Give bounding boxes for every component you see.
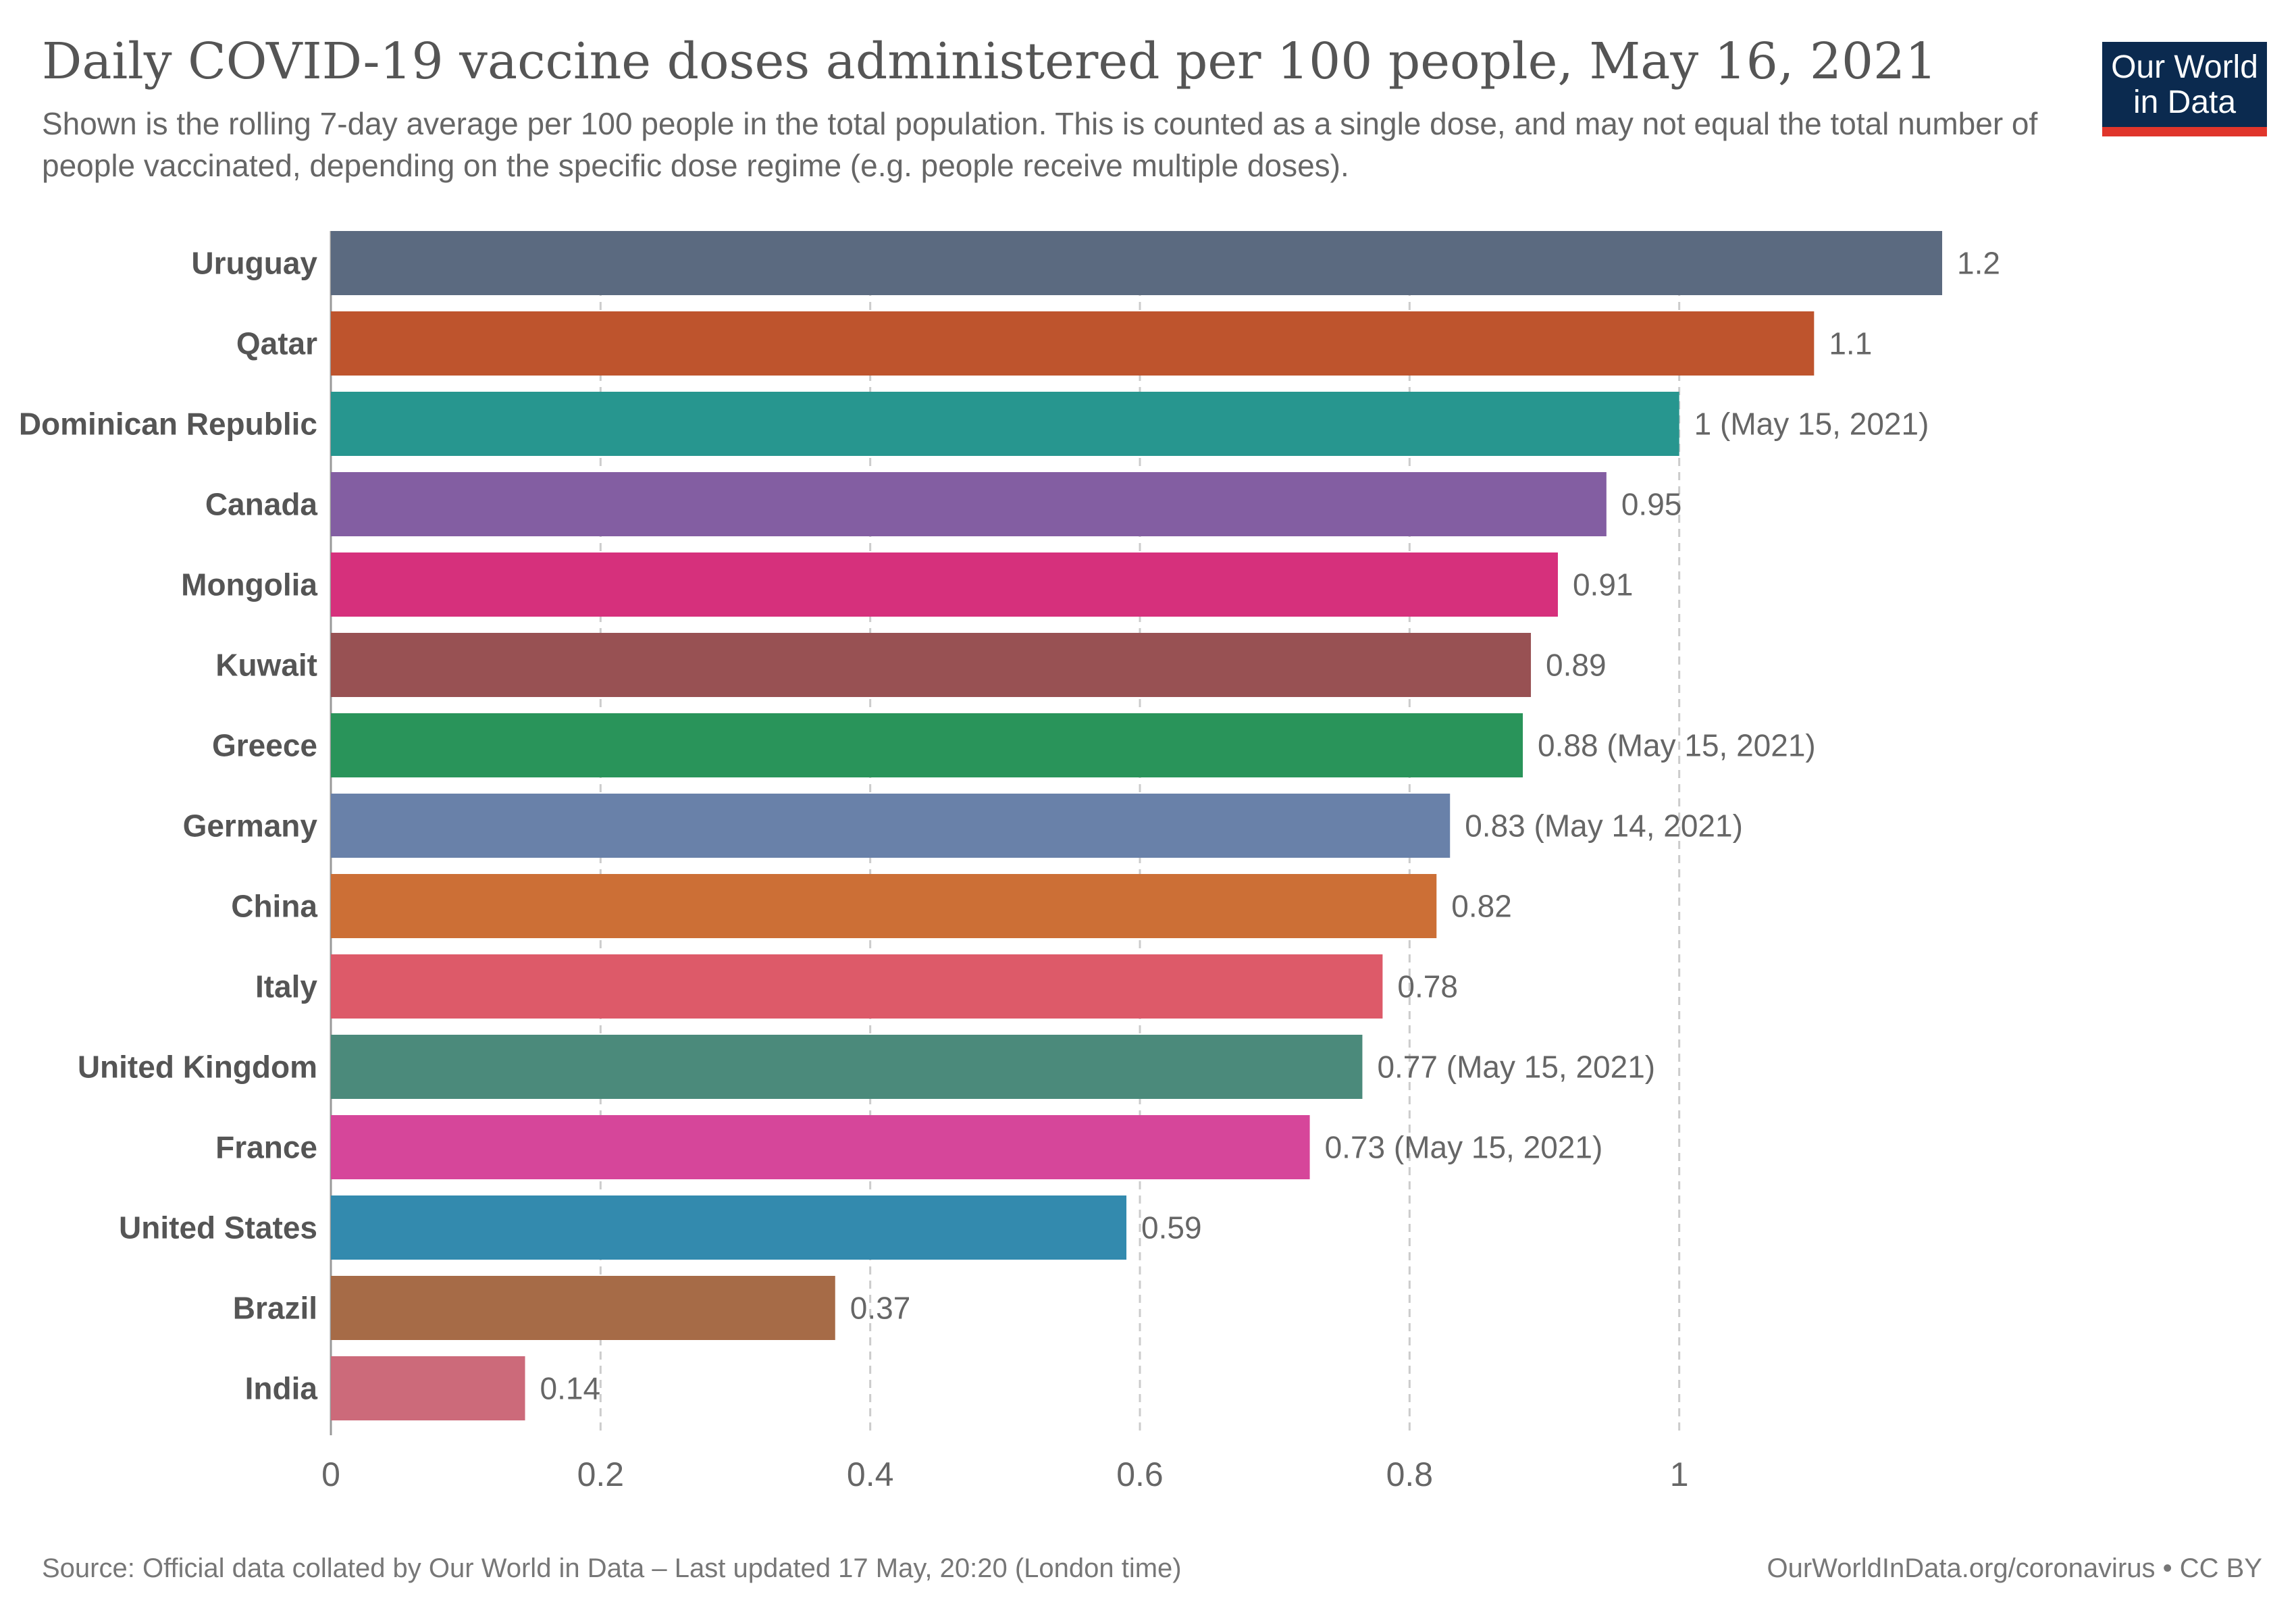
bar[interactable] [331,713,1523,777]
value-label: 0.14 [540,1371,601,1406]
labels: 0 0.2 0.4 0.6 0.8 1 Uruguay 1.2 Qatar 1.1 Dominica… [19,246,2000,1494]
chart-title: Daily COVID-19 vaccine doses administere… [42,32,1937,91]
bar[interactable] [331,552,1558,617]
category-label: Brazil [233,1291,317,1326]
x-tick-label: 0.4 [847,1456,894,1493]
bar[interactable] [331,954,1383,1019]
logo-line-2: in Data [2133,84,2237,120]
category-label: Greece [212,728,317,763]
bar[interactable] [331,1356,525,1420]
category-label: India [245,1371,318,1406]
category-label: United States [119,1210,317,1245]
value-label: 0.59 [1141,1210,1202,1245]
bar[interactable] [331,874,1437,938]
x-tick-label: 0.2 [577,1456,625,1493]
category-label: Dominican Republic [19,407,317,442]
category-label: United Kingdom [78,1050,317,1085]
category-label: Canada [205,487,318,522]
bar[interactable] [331,311,1815,376]
x-tick-label: 0 [321,1456,340,1493]
value-label: 0.82 [1451,889,1512,924]
value-label: 0.91 [1573,567,1634,602]
x-tick-label: 0.8 [1386,1456,1434,1493]
value-label: 0.89 [1546,648,1607,683]
credit-link[interactable]: OurWorldInData.org/coronavirus • CC BY [1767,1553,2262,1583]
value-label: 0.77 (May 15, 2021) [1377,1050,1655,1085]
bar[interactable] [331,794,1451,858]
value-label: 0.88 (May 15, 2021) [1538,728,1816,763]
bar[interactable] [331,633,1532,697]
value-label: 0.78 [1397,969,1458,1004]
x-tick-label: 1 [1670,1456,1689,1493]
category-label: Italy [255,969,317,1004]
bar[interactable] [331,472,1607,536]
bar[interactable] [331,392,1679,456]
bar[interactable] [331,1195,1127,1260]
value-label: 1.2 [1957,246,2000,281]
value-label: 1.1 [1829,326,1872,361]
value-label: 0.83 (May 14, 2021) [1465,808,1743,844]
owid-logo[interactable]: Our World in Data [2102,42,2267,136]
category-label: Germany [183,808,318,844]
value-label: 0.37 [850,1291,911,1326]
category-label: Qatar [236,326,317,361]
bar[interactable] [331,231,1943,295]
source-note[interactable]: Source: Official data collated by Our Wo… [42,1553,1182,1583]
bar[interactable] [331,1115,1310,1179]
category-label: Kuwait [215,648,317,683]
value-label: 0.73 (May 15, 2021) [1325,1130,1603,1165]
value-label: 1 (May 15, 2021) [1694,407,1929,442]
category-label: China [231,889,317,924]
category-label: Uruguay [191,246,317,281]
bar[interactable] [331,1276,835,1340]
bar[interactable] [331,1035,1363,1099]
logo-line-1: Our World [2111,49,2258,85]
category-label: France [215,1130,317,1165]
category-label: Mongolia [181,567,317,602]
value-label: 0.95 [1621,487,1682,522]
x-tick-label: 0.6 [1116,1456,1164,1493]
bar-chart: 0 0.2 0.4 0.6 0.8 1 Uruguay 1.2 Qatar 1.1 Dominica… [19,231,2000,1494]
chart-subtitle: Shown is the rolling 7-day average per 1… [42,106,2038,183]
bars [331,231,1943,1420]
